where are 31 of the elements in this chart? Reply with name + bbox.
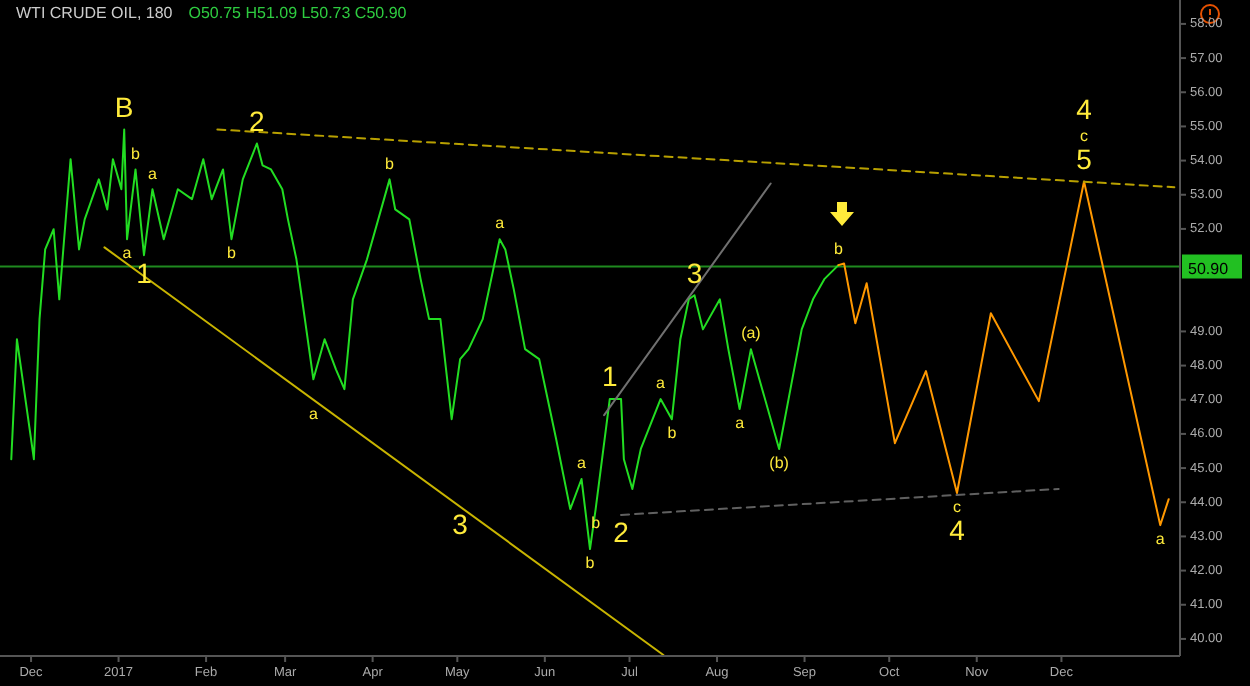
annotation: a [308, 404, 319, 423]
annotation: b [585, 554, 596, 573]
annotation: b [385, 154, 396, 173]
annotation: a [577, 454, 588, 473]
annotation: b [833, 240, 844, 259]
annotation: a [495, 214, 506, 233]
annotation: 4 [1076, 92, 1093, 125]
annotation: a [122, 244, 133, 263]
annotation: c [1080, 126, 1089, 145]
annotation: a [656, 374, 667, 393]
ref-line-label: 50.90 [1188, 259, 1230, 278]
annotation: 5 [1076, 142, 1093, 175]
annotation: a [1155, 530, 1166, 549]
chart-subtitle: O50.75 H51.09 L50.73 C50.90 [188, 4, 408, 22]
annotation: b [227, 244, 238, 263]
annotation: 4 [949, 514, 966, 547]
annotation: (b) [769, 454, 790, 473]
annotation: b [131, 144, 142, 163]
annotation: b [667, 424, 678, 443]
annotation: 2 [613, 516, 630, 549]
annotation: a [735, 414, 746, 433]
annotation: 1 [601, 360, 618, 393]
annotation: (a) [741, 324, 762, 343]
chart-title: WTI CRUDE OIL, 180 [16, 4, 173, 22]
annotation: 3 [686, 256, 703, 289]
annotation: 2 [249, 104, 266, 137]
line-series [10, 128, 840, 551]
annotation: a [147, 164, 158, 183]
annotation: B [114, 90, 134, 123]
annotation: c [952, 498, 961, 517]
annotation: 3 [452, 508, 469, 541]
